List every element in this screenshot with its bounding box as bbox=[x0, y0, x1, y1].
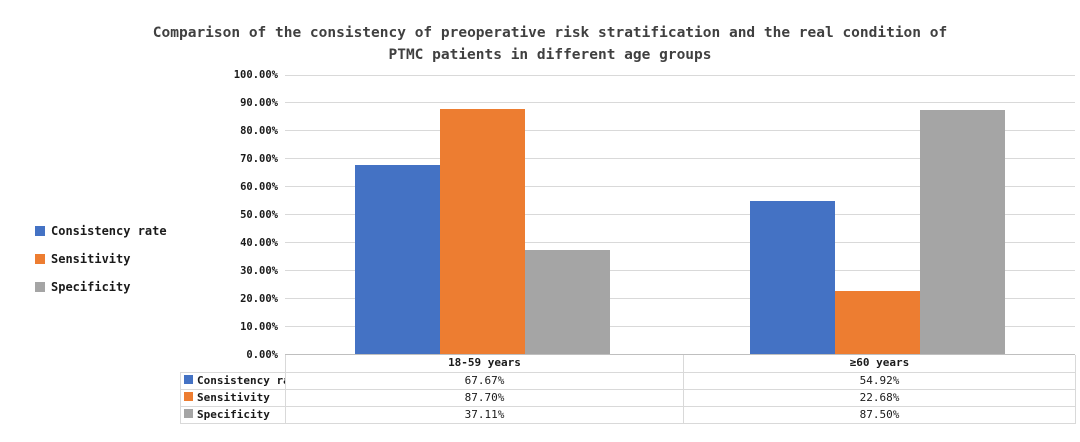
gridline bbox=[285, 130, 1075, 132]
legend-label: Consistency rate bbox=[51, 224, 167, 238]
y-tick-label: 40.00% bbox=[240, 237, 278, 249]
y-axis-ticks: 100.00% 90.00% 80.00% 70.00% 60.00% 50.00% 40.… bbox=[172, 69, 278, 361]
data-table: 18-59 years≥60 years Consistency rate67.… bbox=[180, 355, 1076, 424]
gridline bbox=[285, 214, 1075, 215]
legend-swatch bbox=[184, 409, 193, 418]
gridline bbox=[285, 74, 1075, 76]
y-tick-label: 80.00% bbox=[240, 125, 278, 137]
category-label: 18-59 years bbox=[285, 355, 684, 373]
legend-label: Specificity bbox=[51, 280, 131, 294]
table-series-name: Consistency rate bbox=[197, 373, 285, 387]
gridline bbox=[285, 241, 1075, 243]
bar-group-18-59-years bbox=[285, 75, 680, 354]
data-table-body: Consistency rate67.67%54.92%Sensitivity8… bbox=[180, 371, 1076, 424]
legend-label: Sensitivity bbox=[51, 252, 131, 266]
legend-item-specificity: Specificity bbox=[35, 280, 167, 294]
table-row-consistency-rate: Consistency rate67.67%54.92% bbox=[180, 371, 1076, 390]
gridline bbox=[285, 102, 1075, 104]
y-tick-label: 50.00% bbox=[240, 209, 278, 221]
legend-swatch bbox=[184, 375, 193, 384]
bar-specificity-≥60-years bbox=[920, 109, 1005, 354]
y-tick-label: 10.00% bbox=[240, 321, 278, 333]
y-tick-label: 0.00% bbox=[246, 349, 278, 361]
legend-item-sensitivity: Sensitivity bbox=[35, 252, 167, 266]
chart-title-line-1: Comparison of the consistency of preoper… bbox=[152, 25, 948, 41]
table-value: 87.50% bbox=[683, 405, 1076, 424]
chart-title-line-2: PTMC patients in different age groups bbox=[388, 47, 712, 63]
y-tick-label: 20.00% bbox=[240, 293, 278, 305]
table-value: 37.11% bbox=[285, 405, 684, 424]
gridline bbox=[285, 325, 1075, 327]
legend-swatch bbox=[35, 254, 45, 264]
table-corner-cell bbox=[181, 355, 286, 372]
table-value: 67.67% bbox=[285, 371, 684, 390]
table-series-key: Sensitivity bbox=[180, 388, 286, 407]
category-label: ≥60 years bbox=[683, 355, 1076, 373]
table-value: 54.92% bbox=[683, 371, 1076, 390]
chart-title: Comparison of the consistency of preoper… bbox=[100, 22, 1000, 66]
table-series-name: Sensitivity bbox=[197, 390, 270, 404]
y-tick-label: 100.00% bbox=[233, 69, 278, 81]
table-row-specificity: Specificity 37.11% 87.50% bbox=[180, 405, 1076, 424]
gridline bbox=[285, 297, 1075, 299]
table-series-key: Consistency rate bbox=[180, 371, 286, 390]
y-tick-label: 70.00% bbox=[240, 153, 278, 165]
y-tick-label: 90.00% bbox=[240, 97, 278, 109]
y-tick-label: 30.00% bbox=[240, 265, 278, 277]
bar-sensitivity-≥60-years bbox=[835, 290, 920, 354]
table-series-name: Specificity bbox=[197, 407, 270, 421]
gridline bbox=[285, 186, 1075, 188]
bar-consistency-rate-18-59-years bbox=[355, 165, 440, 354]
legend-swatch bbox=[35, 226, 45, 236]
gridline bbox=[285, 269, 1075, 271]
table-category-row: 18-59 years ≥60 years bbox=[181, 355, 1076, 373]
bar-specificity-18-59-years bbox=[525, 250, 610, 354]
gridline bbox=[285, 158, 1075, 160]
legend-item-consistency-rate: Consistency rate bbox=[35, 224, 167, 238]
plot-area bbox=[285, 74, 1075, 355]
legend-swatch bbox=[184, 392, 193, 401]
legend: Consistency rate Sensitivity Specificity bbox=[35, 224, 167, 308]
table-value: 87.70% bbox=[285, 388, 684, 407]
bar-sensitivity-18-59-years bbox=[440, 109, 525, 354]
bar-consistency-rate-≥60-years bbox=[750, 200, 835, 354]
table-row-sensitivity: Sensitivity 87.70% 22.68% bbox=[180, 388, 1076, 407]
y-tick-label: 60.00% bbox=[240, 181, 278, 193]
bar-group-≥60-years bbox=[680, 75, 1075, 354]
table-value: 22.68% bbox=[683, 388, 1076, 407]
legend-swatch bbox=[35, 282, 45, 292]
table-series-key: Specificity bbox=[180, 405, 286, 424]
